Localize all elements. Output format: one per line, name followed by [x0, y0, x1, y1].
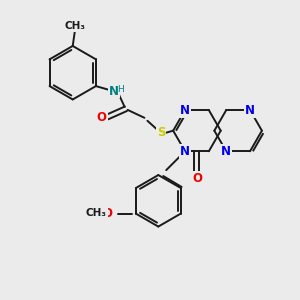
Text: N: N [245, 103, 255, 117]
Text: N: N [221, 145, 231, 158]
Text: O: O [97, 111, 107, 124]
Text: CH₃: CH₃ [86, 208, 107, 218]
Text: N: N [180, 145, 190, 158]
Text: O: O [192, 172, 202, 184]
Text: N: N [180, 103, 190, 117]
Text: CH₃: CH₃ [64, 21, 85, 31]
Text: H: H [117, 85, 124, 94]
Text: N: N [109, 85, 119, 98]
Text: S: S [157, 126, 166, 139]
Text: O: O [102, 207, 112, 220]
